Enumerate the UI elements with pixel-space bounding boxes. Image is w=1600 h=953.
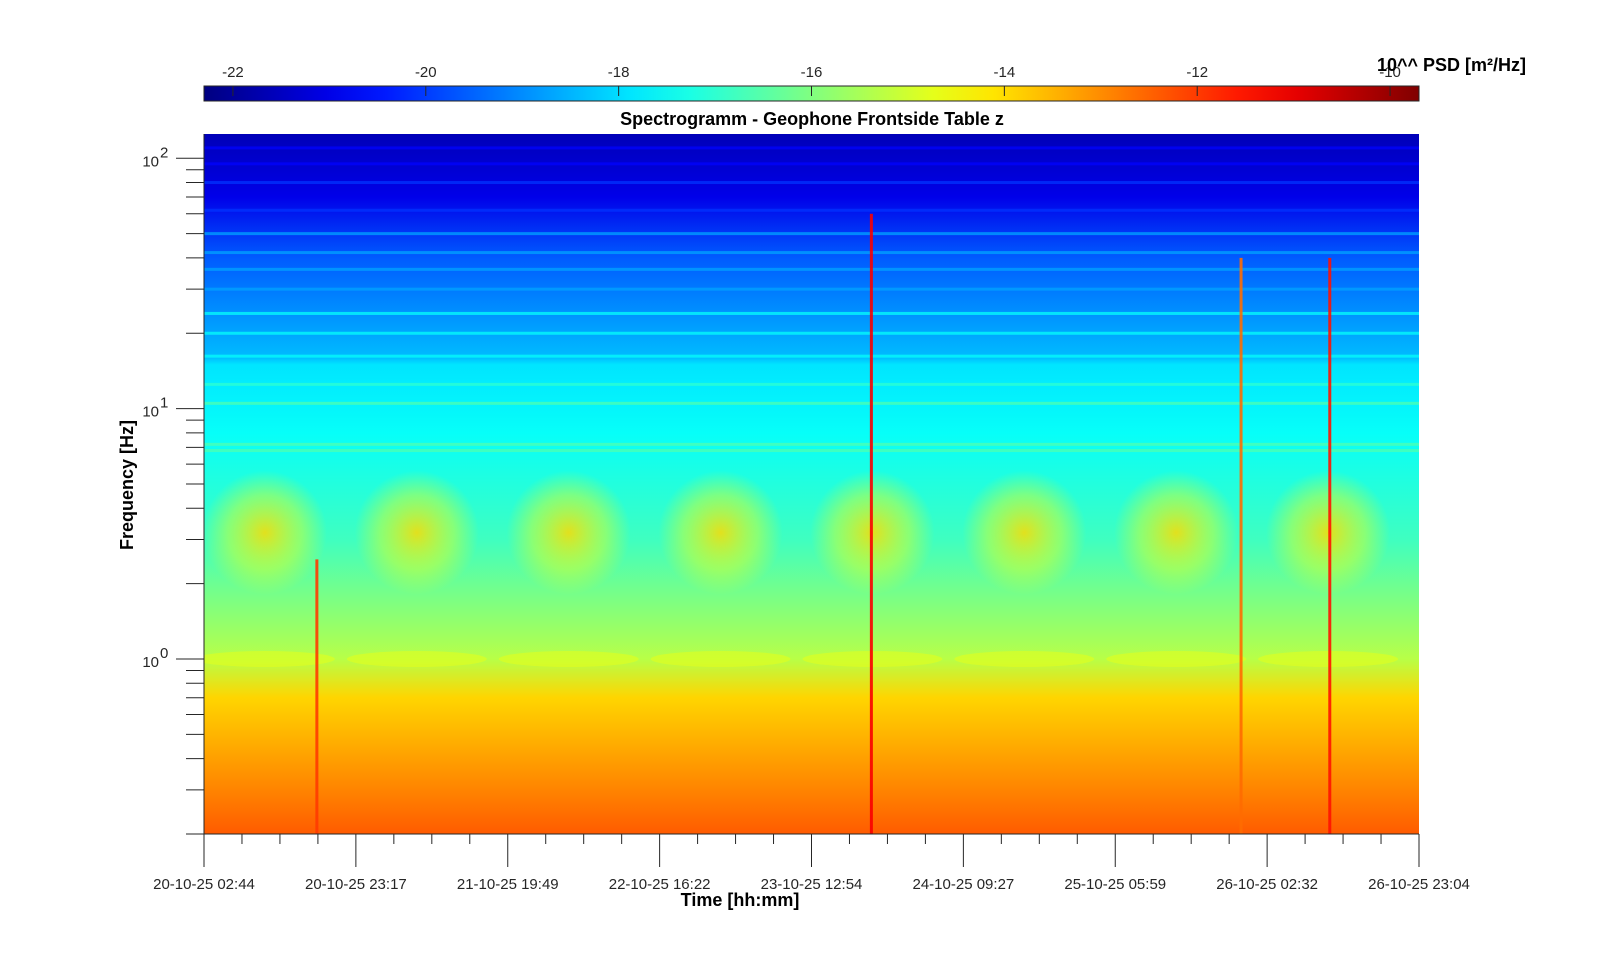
frequency-line [204,251,1419,255]
activity-band [1258,651,1399,667]
colorbar-tick-label: -16 [801,64,823,81]
x-tick-label: 26-10-25 02:32 [1216,876,1318,893]
frequency-line [204,382,1419,386]
y-axis-label: Frequency [Hz] [117,420,137,550]
colorbar-ticks: -22 -20 -18 -16 -14 -12 -10 [222,64,1401,96]
colorbar-tick-label: -18 [608,64,630,81]
activity-band [1106,651,1247,667]
y-tick-exponent: 2 [160,144,168,161]
activity-patch [1266,470,1391,595]
activity-patch [1114,470,1239,595]
y-tick-label: 10 [142,404,159,421]
activity-patch [658,470,783,595]
frequency-line [204,181,1419,185]
activity-band [954,651,1095,667]
colorbar-tick-label: -22 [222,64,244,81]
x-tick-label: 21-10-25 19:49 [457,876,559,893]
transient-events [315,213,1332,834]
colorbar-tick-label: -10 [1379,64,1401,81]
activity-band [498,651,639,667]
transient-event [315,559,319,834]
colorbar-tick-label: -20 [415,64,437,81]
frequency-line [204,401,1419,405]
frequency-line [204,208,1419,212]
activity-patch [354,470,479,595]
frequency-line [204,442,1419,446]
frequency-line [204,311,1419,315]
frequency-line [204,146,1419,150]
spectrogram-image [204,134,1419,834]
x-tick-label: 20-10-25 02:44 [153,876,255,893]
frequency-line [204,287,1419,291]
x-tick-label: 22-10-25 16:22 [609,876,711,893]
activity-band [204,651,335,667]
activity-band [650,651,791,667]
frequency-line [204,331,1419,335]
frequency-line [204,232,1419,236]
x-tick-label: 20-10-25 23:17 [305,876,407,893]
colorbar-tick-label: -14 [994,64,1016,81]
y-tick-exponent: 0 [160,645,168,662]
y-tick-label: 10 [142,654,159,671]
colorbar: -22 -20 -18 -16 -14 -12 -10 10^^ PSD [m²/Hz] [203,55,1526,102]
transient-event [869,213,873,834]
frequency-line [204,354,1419,358]
frequency-line [204,267,1419,271]
colorbar-label: 10^^ PSD [m²/Hz] [1377,55,1526,75]
x-tick-label: 24-10-25 09:27 [913,876,1015,893]
activity-patches [204,470,1399,667]
x-axis: 20-10-25 02:44 20-10-25 23:17 21-10-25 19:… [153,833,1470,893]
y-tick-label: 10 [142,153,159,170]
colorbar-tick-label: -12 [1186,64,1208,81]
frequency-line [204,449,1419,453]
frequency-line [204,162,1419,166]
x-tick-label: 25-10-25 05:59 [1064,876,1166,893]
frequency-lines [204,146,1419,453]
activity-band [346,651,487,667]
activity-patch [506,470,631,595]
transient-event [1328,257,1332,834]
chart-title: Spectrogramm - Geophone Frontside Table … [620,109,1004,129]
x-tick-label: 23-10-25 12:54 [761,876,863,893]
activity-patch [962,470,1087,595]
x-axis-label: Time [hh:mm] [681,890,800,910]
transient-event [1239,257,1243,834]
activity-patch [204,470,327,595]
x-tick-label: 26-10-25 23:04 [1368,876,1470,893]
y-tick-exponent: 1 [160,395,168,412]
